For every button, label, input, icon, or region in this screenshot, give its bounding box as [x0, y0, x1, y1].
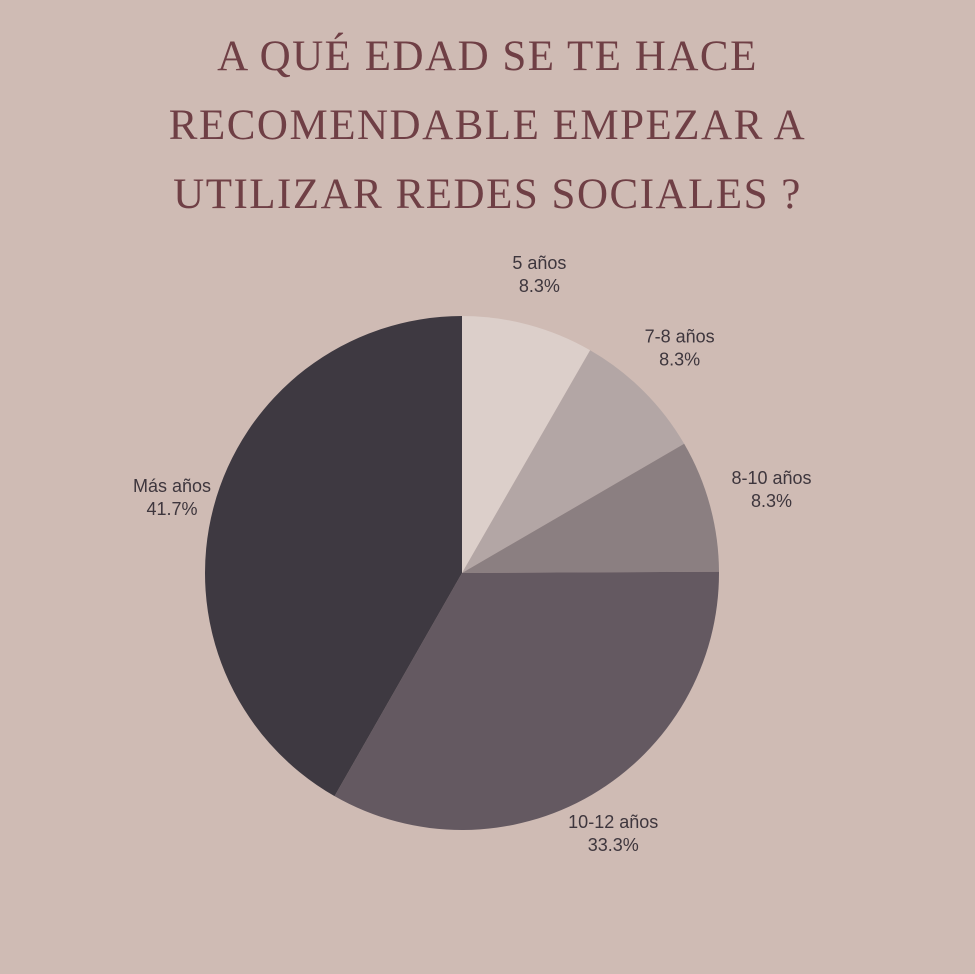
slice-label-percent: 8.3% — [751, 491, 792, 511]
slice-label-name: 5 años — [512, 253, 566, 273]
slice-label: 8-10 años 8.3% — [731, 468, 811, 511]
chart-title: A QUÉ EDAD SE TE HACE RECOMENDABLE EMPEZ… — [0, 22, 975, 229]
slice-label-name: Más años — [133, 476, 211, 496]
slice-label-percent: 41.7% — [147, 499, 198, 519]
pie-slice — [462, 443, 719, 573]
slice-label: 5 años 8.3% — [512, 253, 566, 296]
slice-label: 10-12 años 33.3% — [568, 812, 658, 855]
slice-label: 7-8 años 8.3% — [645, 326, 715, 369]
pie-slice — [334, 571, 720, 830]
slice-label-percent: 33.3% — [588, 835, 639, 855]
slice-label-percent: 8.3% — [519, 276, 560, 296]
pie-labels: 5 años 8.3% 7-8 años 8.3% 8-10 años 8.3% 10-12… — [133, 253, 811, 855]
chart-title-line-2: RECOMENDABLE EMPEZAR A — [168, 102, 807, 149]
slice-label-name: 10-12 años — [568, 812, 658, 832]
pie-slice — [462, 316, 591, 573]
pie-slice — [462, 350, 685, 573]
slice-label-name: 8-10 años — [731, 468, 811, 488]
slice-label: Más años 41.7% — [133, 476, 211, 519]
slice-label-name: 7-8 años — [645, 326, 715, 346]
pie-slice — [205, 316, 463, 797]
chart-title-line-3: UTILIZAR REDES SOCIALES ? — [173, 171, 802, 218]
chart-title-line-1: A QUÉ EDAD SE TE HACE — [217, 33, 758, 80]
pie-slices — [205, 316, 720, 830]
slice-label-percent: 8.3% — [659, 349, 700, 369]
